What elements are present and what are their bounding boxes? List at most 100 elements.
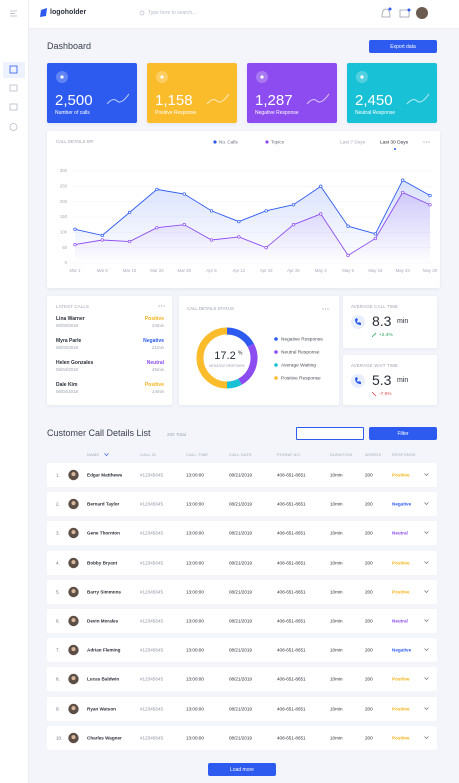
- x-tick-label: Apr 26: [287, 268, 300, 273]
- stat-unit: min: [397, 377, 409, 384]
- kpi-value: 2,450: [355, 92, 393, 109]
- kpi-value: 2,500: [55, 92, 93, 109]
- x-tick-label: May 23: [396, 268, 411, 273]
- table-row[interactable]: 3. Gene Thornton #12345645 13:00:00 08/21/20…: [47, 521, 437, 546]
- cell: Bernard Taylor: [87, 501, 120, 507]
- avatar-face: [71, 472, 76, 477]
- cell: 408-651-8651: [277, 589, 306, 595]
- call-response: Neutral: [146, 360, 164, 366]
- point: [182, 223, 186, 227]
- tab[interactable]: Last 7 Days: [340, 140, 366, 146]
- row-expand[interactable]: [424, 706, 429, 711]
- point: [209, 209, 214, 213]
- point: [264, 246, 268, 250]
- point: [237, 235, 241, 239]
- nav-icon[interactable]: [9, 65, 18, 74]
- call-duration: 24min: [152, 323, 164, 328]
- response: Positive: [392, 735, 410, 741]
- row-expand[interactable]: [424, 590, 429, 594]
- mail-icon[interactable]: [399, 9, 410, 18]
- cell: 10min: [330, 706, 343, 712]
- cell: 408-651-8651: [277, 472, 306, 478]
- column-header: CALL TIME: [186, 452, 209, 457]
- table-row[interactable]: 2. Bernard Taylor #12345645 13:00:00 08/21/2…: [47, 492, 437, 517]
- caller-name: Lina Warner: [56, 316, 85, 322]
- bell-icon[interactable]: [381, 8, 391, 18]
- column-header: CALL ID: [140, 452, 157, 457]
- row-avatar: [68, 644, 79, 656]
- cell: 13:00:00: [186, 589, 204, 595]
- row-expand[interactable]: [424, 560, 429, 565]
- row-avatar: [68, 528, 79, 539]
- row-index: 1.: [56, 472, 60, 478]
- nav-icon[interactable]: [9, 84, 18, 92]
- row-expand[interactable]: [424, 502, 429, 506]
- donut-segment: [196, 327, 228, 389]
- legend-marker: [274, 376, 278, 380]
- point: [127, 210, 132, 215]
- table-row[interactable]: 1. Edgar Matthews #12345645 13:00:00 08/21/2…: [47, 463, 437, 487]
- tab[interactable]: Last 30 Days: [380, 140, 409, 146]
- filter-input[interactable]: [296, 427, 364, 440]
- row-expand[interactable]: [424, 619, 429, 623]
- row-expand[interactable]: [424, 677, 429, 681]
- donut-segment: [238, 343, 258, 385]
- cell: 200: [365, 676, 373, 682]
- table-row[interactable]: 8. Lucas Baldwin #12345645 13:00:00 08/21/20…: [47, 667, 437, 692]
- call-response: Positive: [144, 316, 164, 322]
- row-expand[interactable]: [424, 736, 429, 740]
- row-avatar: [68, 586, 79, 597]
- cell: 10min: [330, 618, 343, 624]
- search-input[interactable]: Type here to search...: [148, 10, 197, 16]
- row-expand[interactable]: [424, 473, 429, 477]
- sparkline: [306, 93, 330, 105]
- icon-bg: [351, 374, 365, 388]
- avatar[interactable]: [416, 7, 428, 19]
- call-date: 06/04/2018: [56, 389, 78, 394]
- point: [373, 236, 378, 241]
- caret: [424, 590, 429, 593]
- arrow: [372, 392, 377, 397]
- kpi-card: [47, 63, 137, 123]
- table-row[interactable]: 4. Bobby Bryant #12345645 13:00:00 08/21/201…: [47, 550, 437, 575]
- response: Positive: [392, 560, 410, 566]
- cell: 13:00:00: [186, 472, 204, 478]
- export-button[interactable]: Export data: [369, 40, 437, 53]
- row-expand[interactable]: [424, 648, 429, 652]
- nav-icon[interactable]: [9, 103, 18, 111]
- legend-marker: [265, 140, 269, 144]
- cell: 10min: [330, 472, 343, 478]
- table-row[interactable]: 6. Devin Morales #12345645 13:00:00 08/21/20…: [47, 609, 437, 633]
- point: [237, 219, 241, 224]
- nav-icon[interactable]: [9, 123, 18, 131]
- x-tick-label: Mar 22: [150, 268, 164, 273]
- icon: [355, 377, 361, 384]
- caret: [424, 473, 429, 476]
- row-avatar: [68, 557, 79, 568]
- donut-segment: [226, 378, 242, 389]
- cell: 13:00:00: [186, 618, 204, 624]
- table-row[interactable]: 10. Charles Wagner #12345645 13:00:00 08/21/…: [47, 725, 437, 750]
- table-row[interactable]: 9. Ryan Watson #12345645 13:00:00 08/21/2019…: [47, 696, 437, 721]
- cell: 10min: [330, 501, 343, 507]
- table-row[interactable]: 5. Barry Simmons #12345645 13:00:00 08/21/20…: [47, 579, 437, 604]
- menu-dot: [425, 141, 428, 143]
- table-row[interactable]: 7. Adrian Fleming #12345645 13:00:00 08/21/2…: [47, 638, 437, 663]
- row-expand[interactable]: [424, 531, 429, 535]
- cell: 13:00:00: [186, 647, 204, 653]
- x-tick-label: Mar 29: [178, 268, 192, 273]
- cell: 200: [365, 735, 373, 741]
- call-response: Negative: [143, 338, 164, 344]
- load-more-button[interactable]: Load more: [208, 763, 276, 776]
- menu-dot: [423, 141, 425, 143]
- nav-active[interactable]: [3, 62, 25, 78]
- page-title: Dashboard: [47, 41, 92, 51]
- row-index: 2.: [56, 501, 60, 507]
- kpi-card: [347, 63, 437, 123]
- avatar-face: [71, 647, 76, 652]
- y-tick-label: 150: [60, 214, 68, 219]
- filter-button[interactable]: Filter: [369, 427, 437, 440]
- cell: 13:00:00: [186, 676, 204, 682]
- kpi-label: Positive Response: [155, 110, 197, 116]
